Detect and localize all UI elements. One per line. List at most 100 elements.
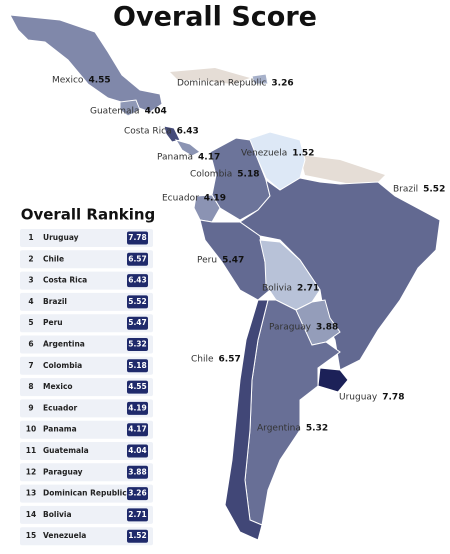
row-bg xyxy=(20,399,153,418)
country-score: 6.57 xyxy=(219,355,241,365)
country-shape xyxy=(224,299,269,541)
country-label: Bolivia xyxy=(262,284,292,294)
ranking-title: Overall Ranking xyxy=(21,206,156,224)
country: Peru xyxy=(43,318,63,327)
row-bg xyxy=(20,356,153,375)
score-badge xyxy=(127,423,148,437)
country: Ecuador xyxy=(43,403,77,412)
country-score: 2.71 xyxy=(297,284,319,294)
country-score: 4.04 xyxy=(145,107,167,117)
country-label: Venezuela xyxy=(241,149,287,159)
country-score: 5.32 xyxy=(306,424,328,434)
country-shape xyxy=(163,125,181,143)
score-badge xyxy=(127,252,148,266)
country-label: Mexico xyxy=(52,76,84,86)
country-score: 5.47 xyxy=(222,256,244,266)
rank: 15 xyxy=(26,531,36,540)
score: 4.17 xyxy=(128,425,147,434)
country-label: Panama xyxy=(157,153,193,163)
score: 5.52 xyxy=(128,297,147,306)
country-label: Paraguay xyxy=(269,323,312,333)
country-shape xyxy=(119,99,141,117)
score-badge xyxy=(127,401,148,415)
rank: 10 xyxy=(26,425,36,434)
rank: 6 xyxy=(28,340,33,349)
score-badge xyxy=(127,380,148,394)
country: Venezuela xyxy=(43,531,86,540)
country-label: Uruguay xyxy=(339,393,378,403)
country-label: Argentina xyxy=(257,424,301,434)
rank: 7 xyxy=(28,361,33,370)
country: Paraguay xyxy=(43,467,83,476)
country-label: Ecuador xyxy=(162,194,199,204)
row-bg xyxy=(20,463,153,482)
ranking-table: 1 Uruguay 7.78 2 Chile 6.57 3 Costa Rica 6.43 4 Br… xyxy=(20,229,153,546)
country: Chile xyxy=(43,254,64,263)
score-badge xyxy=(127,359,148,373)
rank: 2 xyxy=(28,254,33,263)
country-score: 3.88 xyxy=(316,323,338,333)
caribbean-islands xyxy=(170,68,250,84)
country-shape xyxy=(9,14,163,113)
country-score: 6.43 xyxy=(177,127,199,137)
score-badge xyxy=(127,529,148,543)
row-bg xyxy=(20,420,153,439)
score: 5.18 xyxy=(128,361,147,370)
guianas xyxy=(300,155,385,188)
country-score: 5.18 xyxy=(237,170,259,180)
country: Dominican Republic xyxy=(43,489,127,498)
rank: 11 xyxy=(26,446,36,455)
country: Colombia xyxy=(43,361,82,370)
country: Argentina xyxy=(43,340,85,349)
country-label: Guatemala xyxy=(90,107,140,117)
country-score: 5.52 xyxy=(423,185,445,195)
country-label: Peru xyxy=(197,256,217,266)
map-labels: Mexico 4.55 Dominican Republic 3.26 Guatemal… xyxy=(52,76,445,434)
country-label: Chile xyxy=(191,355,214,365)
country-label: Colombia xyxy=(190,170,232,180)
score-badge xyxy=(127,316,148,330)
country: Guatemala xyxy=(43,446,89,455)
rank: 5 xyxy=(28,318,33,327)
country: Mexico xyxy=(43,382,73,391)
country: Panama xyxy=(43,425,77,434)
score-badge xyxy=(127,465,148,479)
score: 3.26 xyxy=(128,489,147,498)
country-score: 4.19 xyxy=(204,194,226,204)
row-bg xyxy=(20,335,153,354)
country-label: Brazil xyxy=(393,185,418,195)
title: Overall Score xyxy=(113,2,317,33)
score: 4.55 xyxy=(128,382,147,391)
rank: 4 xyxy=(28,297,33,306)
row-bg xyxy=(20,229,153,247)
row-bg xyxy=(20,505,153,524)
country-score: 1.52 xyxy=(292,149,314,159)
score-badge xyxy=(127,274,148,288)
score-badge xyxy=(127,508,148,522)
map xyxy=(9,14,441,541)
country-shape xyxy=(317,367,349,393)
country: Uruguay xyxy=(43,233,79,242)
rank: 13 xyxy=(26,489,36,498)
score-badge xyxy=(127,231,148,245)
country: Brazil xyxy=(43,297,67,306)
row-bg xyxy=(20,442,153,460)
rank: 12 xyxy=(26,467,36,476)
score: 5.32 xyxy=(128,340,147,349)
score: 2.71 xyxy=(128,510,147,519)
score: 6.57 xyxy=(128,254,147,263)
country-label: Costa Rica xyxy=(124,127,172,137)
rank: 9 xyxy=(28,403,33,412)
country-score: 3.26 xyxy=(271,79,293,89)
country-score: 4.17 xyxy=(198,153,220,163)
score: 4.04 xyxy=(128,446,147,455)
score: 1.52 xyxy=(128,531,147,540)
score: 4.19 xyxy=(128,403,147,412)
score-badge xyxy=(127,487,148,501)
score-badge xyxy=(127,444,148,458)
row-bg xyxy=(20,484,153,503)
rank: 1 xyxy=(28,233,33,242)
score: 7.78 xyxy=(128,233,147,242)
country-score: 7.78 xyxy=(382,393,404,403)
